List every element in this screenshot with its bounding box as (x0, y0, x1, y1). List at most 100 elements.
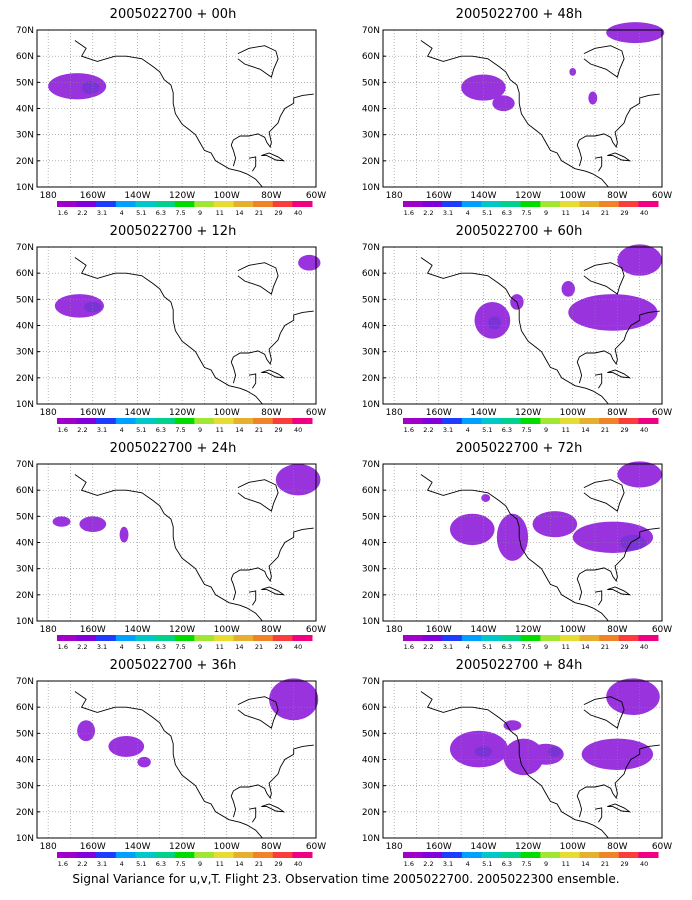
colorbar-swatch (501, 418, 522, 424)
colorbar-label: 7.5 (175, 860, 185, 868)
y-tick-label: 30N (362, 565, 380, 575)
variance-blob (561, 281, 575, 297)
colorbar-label: 29 (620, 860, 628, 868)
coastline (74, 40, 263, 188)
x-tick-label: 140W (470, 842, 496, 852)
coastline (576, 527, 660, 583)
colorbar-label: 5.1 (136, 209, 146, 217)
colorbar-swatch (155, 852, 176, 858)
colorbar-label: 5.1 (482, 860, 492, 868)
colorbar-swatch (233, 418, 254, 424)
variance-blob (474, 746, 493, 757)
map-panel: 2005022700 + 84h 10N 20N 30N 40N 50N 60N 70N 180… (346, 651, 692, 868)
x-tick-label: 80W (261, 408, 281, 418)
colorbar-swatch (442, 418, 463, 424)
colorbar-swatch (76, 852, 97, 858)
colorbar-label: 4 (120, 860, 124, 868)
colorbar-label: 14 (235, 643, 243, 651)
colorbar-label: 21 (255, 426, 263, 434)
colorbar-swatch (253, 852, 274, 858)
colorbar-swatch (461, 418, 482, 424)
y-tick-label: 70N (16, 26, 34, 36)
y-tick-label: 10N (362, 617, 380, 627)
colorbar-label: 14 (581, 860, 589, 868)
colorbar-label: 5.1 (136, 426, 146, 434)
coastline (261, 152, 286, 162)
colorbar-swatch (403, 201, 424, 207)
colorbar-label: 9 (544, 209, 548, 217)
x-tick-label: 140W (470, 625, 496, 635)
x-tick-label: 60W (652, 408, 672, 418)
colorbar-swatch (579, 201, 600, 207)
variance-blob (503, 720, 522, 731)
colorbar-label: 40 (640, 860, 648, 868)
colorbar-label: 1.6 (58, 209, 68, 217)
colorbar-label: 29 (274, 209, 282, 217)
y-tick-label: 40N (16, 756, 34, 766)
colorbar-label: 9 (198, 209, 202, 217)
y-tick-label: 40N (16, 105, 34, 115)
x-tick-label: 100W (560, 408, 586, 418)
x-tick-label: 60W (306, 191, 326, 201)
colorbar-swatch (618, 852, 639, 858)
colorbar-swatch (501, 635, 522, 641)
x-tick-label: 160W (426, 408, 452, 418)
colorbar-swatch (233, 635, 254, 641)
colorbar-label: 1.6 (404, 860, 414, 868)
y-tick-label: 60N (362, 52, 380, 62)
colorbar-label: 2.2 (423, 643, 433, 651)
y-tick-label: 50N (362, 512, 380, 522)
colorbar-label: 2.2 (423, 209, 433, 217)
coastline (594, 156, 603, 172)
x-tick-label: 180 (40, 408, 57, 418)
y-tick-label: 40N (16, 539, 34, 549)
x-tick-label: 60W (306, 625, 326, 635)
colorbar-label: 4 (120, 209, 124, 217)
colorbar-swatch (292, 418, 313, 424)
x-tick-label: 60W (306, 408, 326, 418)
x-tick-label: 60W (306, 842, 326, 852)
colorbar-swatch (292, 852, 313, 858)
y-tick-label: 40N (362, 322, 380, 332)
variance-blob (137, 756, 151, 768)
colorbar-swatch (481, 852, 502, 858)
colorbar-label: 14 (581, 643, 589, 651)
coastline (261, 586, 286, 596)
colorbar-label: 1.6 (58, 860, 68, 868)
colorbar-swatch (115, 418, 136, 424)
coastline (420, 691, 609, 839)
x-tick-label: 160W (426, 625, 452, 635)
colorbar-swatch (422, 635, 443, 641)
colorbar-swatch (481, 201, 502, 207)
map-canvas: 10N 20N 30N 40N 50N 60N 70N 180 160W 140W 120W 100W… (362, 243, 672, 434)
colorbar-label: 1.6 (404, 209, 414, 217)
colorbar-swatch (422, 852, 443, 858)
x-tick-label: 160W (80, 842, 106, 852)
coastline (248, 373, 257, 389)
colorbar-label: 4 (466, 643, 470, 651)
x-tick-label: 80W (261, 842, 281, 852)
colorbar-label: 14 (235, 426, 243, 434)
y-tick-label: 30N (16, 348, 34, 358)
panel-title: 2005022700 + 00h (109, 7, 237, 22)
colorbar-swatch (520, 635, 541, 641)
map-panel: 2005022700 + 24h 10N 20N 30N 40N 50N 60N 70N 180… (0, 434, 346, 651)
colorbar-swatch (422, 201, 443, 207)
colorbar-swatch (194, 418, 215, 424)
colorbar-label: 5.1 (482, 643, 492, 651)
colorbar-swatch (618, 635, 639, 641)
colorbar-swatch (272, 201, 293, 207)
x-tick-label: 80W (607, 625, 627, 635)
x-tick-label: 120W (515, 408, 541, 418)
colorbar-label: 11 (216, 209, 224, 217)
colorbar-swatch (76, 418, 97, 424)
map-panel: 2005022700 + 00h 10N 20N 30N 40N 50N 60N 70N 180… (0, 0, 346, 217)
colorbar-swatch (174, 201, 195, 207)
colorbar-swatch (76, 201, 97, 207)
colorbar-label: 3.1 (443, 643, 453, 651)
colorbar-label: 21 (255, 860, 263, 868)
colorbar-swatch (540, 852, 561, 858)
variance-blob (298, 254, 321, 271)
x-tick-label: 160W (80, 625, 106, 635)
colorbar-label: 11 (562, 643, 570, 651)
